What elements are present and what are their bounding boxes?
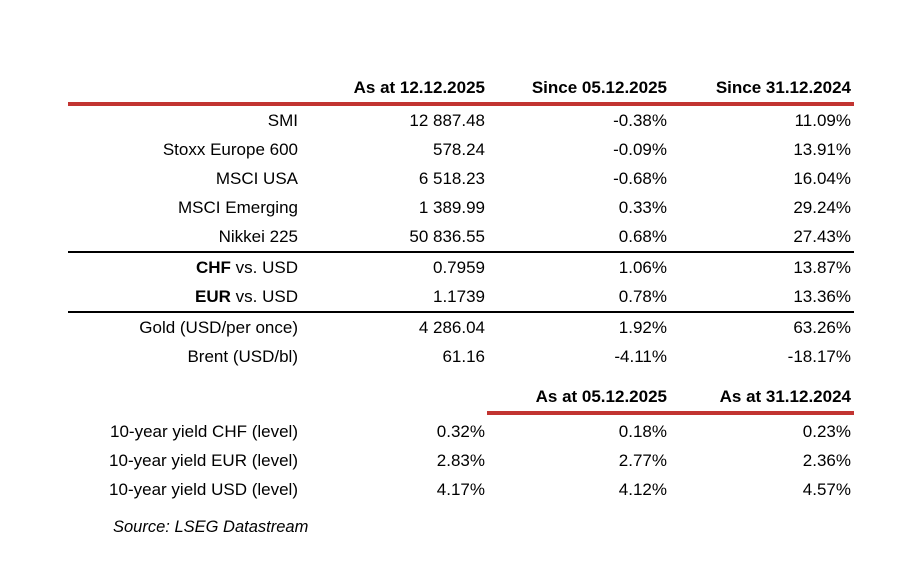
value-level: 4 286.04 bbox=[418, 317, 485, 337]
row-label: 10-year yield EUR (level) bbox=[109, 450, 298, 470]
value-week-change: 1.92% bbox=[618, 317, 667, 337]
value-week-change: -4.11% bbox=[614, 346, 667, 366]
value-ytd-change: 16.04% bbox=[793, 168, 851, 188]
value-week-change: -0.68% bbox=[613, 168, 667, 188]
table2-header-row: As at 05.12.2025 As at 31.12.2024 bbox=[68, 371, 854, 411]
table-row: 10-year yield CHF (level) 0.32% 0.18% 0.… bbox=[68, 417, 854, 446]
row-label: CHF vs. USD bbox=[195, 257, 298, 277]
row-label: 10-year yield CHF (level) bbox=[110, 421, 298, 441]
table-row: Brent (USD/bl) 61.16 -4.11% -18.17% bbox=[68, 342, 854, 371]
red-separator-line bbox=[487, 411, 854, 415]
value-level: 1 389.99 bbox=[418, 197, 485, 217]
value-week-change: 0.33% bbox=[618, 197, 667, 217]
value-level: 12 887.48 bbox=[409, 110, 485, 130]
row-label: EUR vs. USD bbox=[195, 286, 298, 306]
value-level: 578.24 bbox=[433, 139, 485, 159]
value-current: 4.17% bbox=[436, 479, 485, 499]
red-separator-line bbox=[68, 102, 854, 106]
row-label: Gold (USD/per once) bbox=[139, 317, 298, 337]
table2-header-asat-week: As at 05.12.2025 bbox=[535, 387, 667, 406]
row-label: Brent (USD/bl) bbox=[187, 346, 298, 366]
value-current: 2.83% bbox=[436, 450, 485, 470]
source-attribution: Source: LSEG Datastream bbox=[113, 518, 309, 536]
value-week-ago: 0.18% bbox=[618, 421, 667, 441]
row-label: MSCI USA bbox=[215, 168, 298, 188]
row-label: SMI bbox=[267, 110, 298, 130]
black-separator-line bbox=[68, 251, 854, 253]
value-year-end: 0.23% bbox=[802, 421, 851, 441]
value-current: 0.32% bbox=[436, 421, 485, 441]
value-level: 50 836.55 bbox=[409, 226, 485, 246]
value-year-end: 4.57% bbox=[802, 479, 851, 499]
value-ytd-change: 63.26% bbox=[793, 317, 851, 337]
markets-summary-table: As at 12.12.2025 Since 05.12.2025 Since … bbox=[68, 68, 854, 537]
table-row: Nikkei 225 50 836.55 0.68% 27.43% bbox=[68, 222, 854, 251]
table1-header-asat: As at 12.12.2025 bbox=[353, 78, 485, 97]
row-label: 10-year yield USD (level) bbox=[109, 479, 298, 499]
table-row: EUR vs. USD 1.1739 0.78% 13.36% bbox=[68, 282, 854, 311]
table1-header-since-week: Since 05.12.2025 bbox=[531, 78, 667, 97]
table-row: CHF vs. USD 0.7959 1.06% 13.87% bbox=[68, 253, 854, 282]
value-level: 6 518.23 bbox=[418, 168, 485, 188]
table-row: MSCI USA 6 518.23 -0.68% 16.04% bbox=[68, 164, 854, 193]
table-row: SMI 12 887.48 -0.38% 11.09% bbox=[68, 106, 854, 135]
value-week-change: -0.09% bbox=[613, 139, 667, 159]
value-level: 61.16 bbox=[442, 346, 485, 366]
table2-header-asat-ytd: As at 31.12.2024 bbox=[719, 387, 851, 406]
value-ytd-change: 29.24% bbox=[793, 197, 851, 217]
table1-header-row: As at 12.12.2025 Since 05.12.2025 Since … bbox=[68, 68, 854, 102]
table-row: 10-year yield EUR (level) 2.83% 2.77% 2.… bbox=[68, 446, 854, 475]
value-ytd-change: 11.09% bbox=[794, 110, 851, 130]
table-row: 10-year yield USD (level) 4.17% 4.12% 4.… bbox=[68, 475, 854, 504]
value-ytd-change: -18.17% bbox=[787, 346, 851, 366]
value-week-change: 0.68% bbox=[618, 226, 667, 246]
table-row: MSCI Emerging 1 389.99 0.33% 29.24% bbox=[68, 193, 854, 222]
value-week-change: 0.78% bbox=[618, 286, 667, 306]
value-year-end: 2.36% bbox=[802, 450, 851, 470]
value-ytd-change: 13.36% bbox=[793, 286, 851, 306]
table-row: Stoxx Europe 600 578.24 -0.09% 13.91% bbox=[68, 135, 854, 164]
value-week-change: 1.06% bbox=[618, 257, 667, 277]
value-ytd-change: 13.87% bbox=[793, 257, 851, 277]
row-label: Stoxx Europe 600 bbox=[162, 139, 298, 159]
value-level: 1.1739 bbox=[433, 286, 485, 306]
table1-header-since-ytd: Since 31.12.2024 bbox=[715, 78, 851, 97]
value-week-ago: 2.77% bbox=[618, 450, 667, 470]
row-label: MSCI Emerging bbox=[178, 197, 298, 217]
value-ytd-change: 13.91% bbox=[793, 139, 851, 159]
table-row: Gold (USD/per once) 4 286.04 1.92% 63.26… bbox=[68, 313, 854, 342]
black-separator-line bbox=[68, 311, 854, 313]
value-level: 0.7959 bbox=[433, 257, 485, 277]
row-label: Nikkei 225 bbox=[218, 226, 298, 246]
value-week-ago: 4.12% bbox=[618, 479, 667, 499]
value-week-change: -0.38% bbox=[613, 110, 667, 130]
value-ytd-change: 27.43% bbox=[793, 226, 851, 246]
